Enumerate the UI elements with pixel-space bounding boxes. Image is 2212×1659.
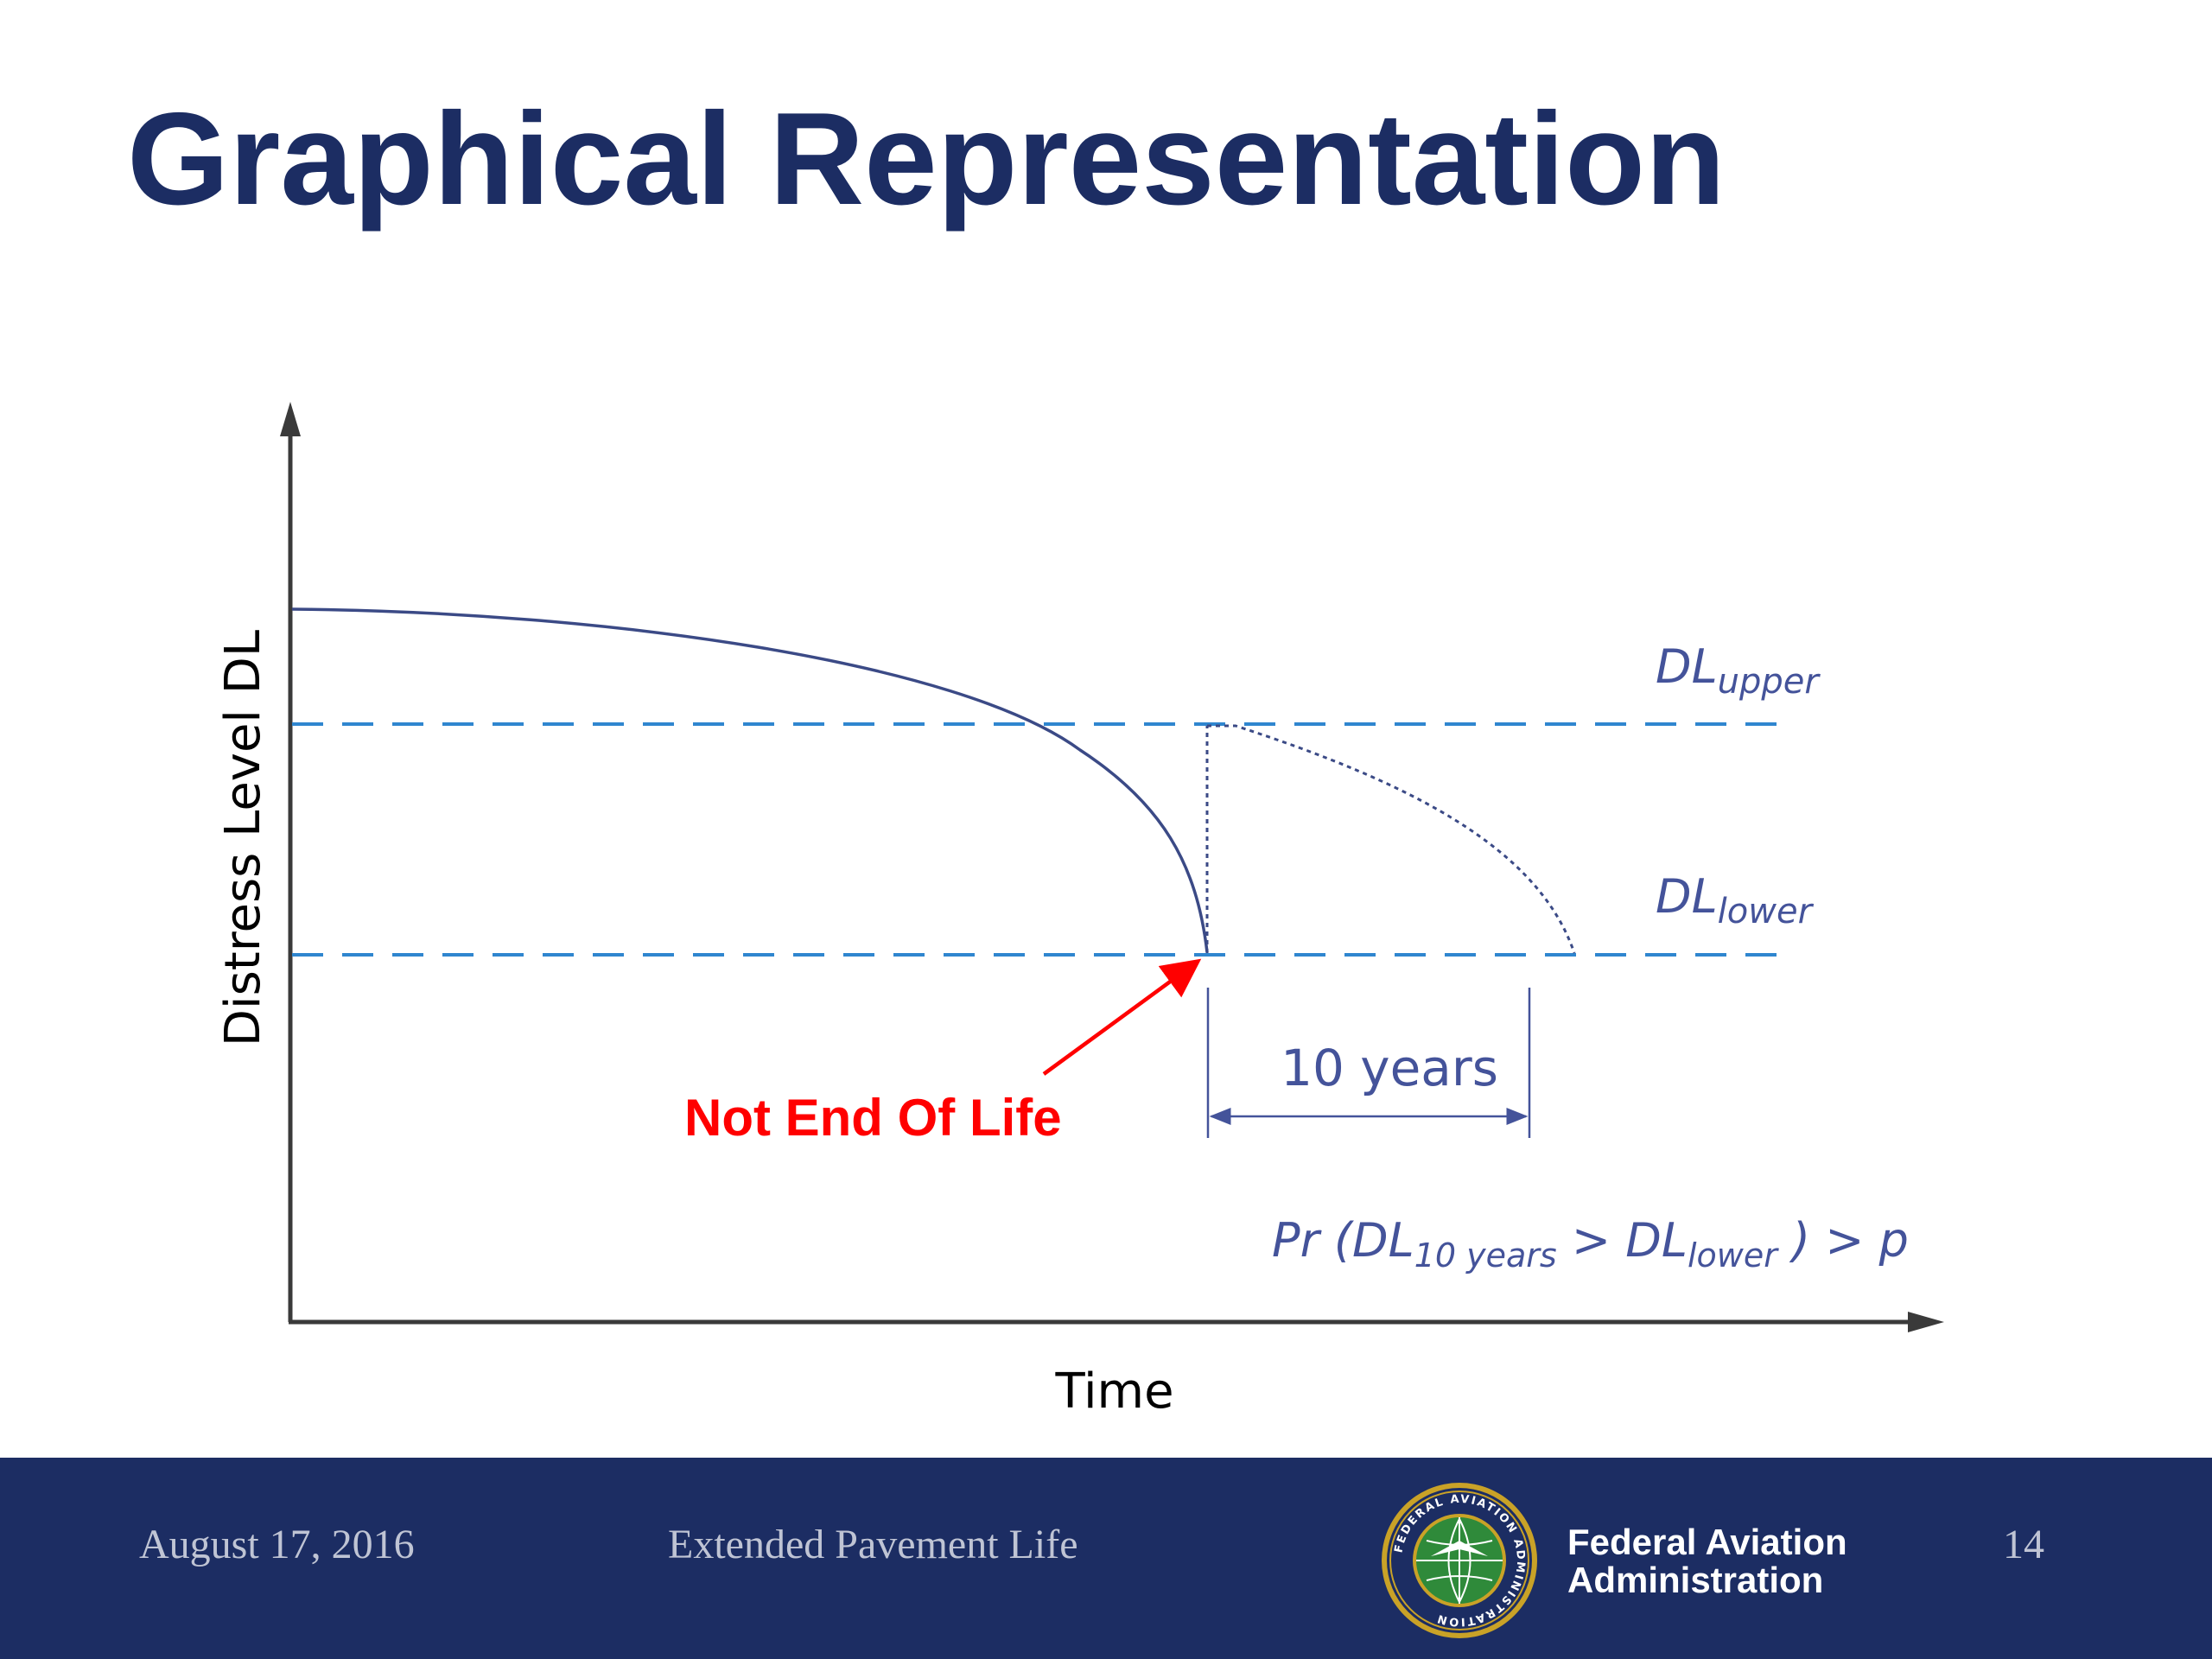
y-axis-label: Distress Level DL	[215, 630, 271, 1046]
formula-part1: Pr (DL	[1272, 1213, 1414, 1268]
dl-lower-label-main: DL	[1656, 869, 1718, 924]
y-axis-arrowhead	[280, 402, 301, 436]
formula-part2: > DL	[1557, 1213, 1688, 1268]
faa-name-line1: Federal Aviation	[1567, 1522, 1847, 1562]
footer-date: August 17, 2016	[139, 1522, 415, 1567]
x-axis-arrowhead	[1908, 1312, 1944, 1332]
dl-upper-label-main: DL	[1656, 639, 1718, 694]
formula-sub2: lower	[1688, 1236, 1779, 1274]
callout-text: Not End Of Life	[684, 1089, 1062, 1147]
distress-level-diagram: Distress Level DL Time DLupper DLlower 1…	[215, 402, 1944, 1420]
page-number: 14	[2003, 1522, 2044, 1567]
formula-part3: ) > p	[1777, 1213, 1909, 1268]
dl-lower-label-sub: lower	[1718, 892, 1815, 931]
dl-upper-label-sub: upper	[1718, 662, 1821, 702]
faa-seal-logo: FEDERAL AVIATION ADMINISTRATION	[1382, 1483, 1537, 1638]
faa-name-line2: Administration	[1567, 1560, 1824, 1600]
footer-presentation-title: Extended Pavement Life	[668, 1522, 1078, 1567]
footer-bar	[0, 1458, 2212, 1659]
slide-title: Graphical Representation	[127, 86, 1726, 232]
distress-curve	[291, 607, 1209, 953]
callout-arrow	[1042, 958, 1202, 1076]
projected-curve	[1207, 724, 1576, 954]
x-axis-label: Time	[1054, 1363, 1173, 1420]
dl-upper-label: DLupper	[1656, 639, 1821, 702]
formula-sub1: 10 years	[1414, 1236, 1557, 1274]
dl-lower-label: DLlower	[1656, 869, 1815, 931]
interval-label: 10 years	[1281, 1039, 1498, 1097]
faa-organization-name: Federal Aviation Administration	[1567, 1523, 1847, 1599]
probability-formula: Pr (DL10 years > DLlower ) > p	[1272, 1213, 1909, 1274]
